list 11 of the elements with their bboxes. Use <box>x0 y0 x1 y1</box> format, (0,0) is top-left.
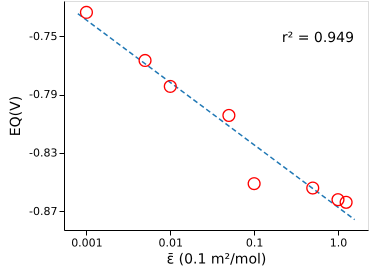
x-tick-label: 0.1 <box>246 236 264 250</box>
x-axis-title: ε̄ (0.1 m²/mol) <box>166 252 266 268</box>
x-tick-label: 1.0 <box>330 236 348 250</box>
y-axis-title: EQ(V) <box>8 96 24 136</box>
x-tick-label: 0.01 <box>158 236 184 250</box>
x-tick-label: 0.001 <box>71 236 103 250</box>
y-tick-label: -0.75 <box>29 30 58 43</box>
y-tick-label: -0.83 <box>29 146 58 160</box>
y-tick-label: -0.87 <box>29 204 58 218</box>
y-tick-label: -0.79 <box>29 88 58 102</box>
annotation: r² = 0.949 <box>282 30 354 46</box>
